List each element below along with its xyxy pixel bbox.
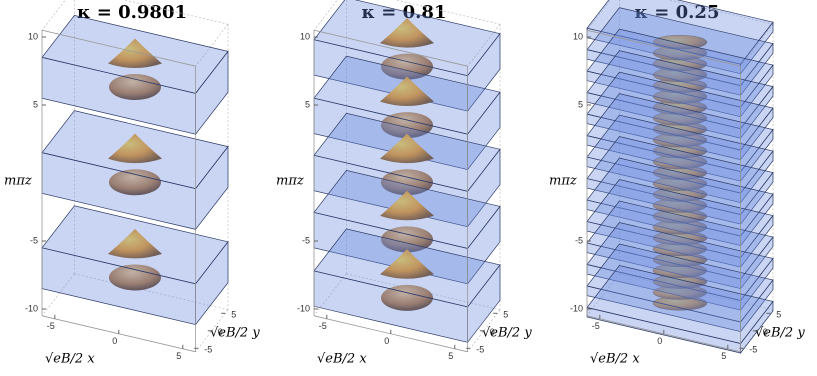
blob-upper — [380, 76, 434, 107]
y-tick-label: -5 — [204, 345, 212, 355]
blob-upper — [380, 190, 434, 221]
y-tick-label: 5 — [503, 310, 508, 320]
panel-title: κ = 0.25 — [635, 2, 720, 23]
box-edge — [41, 29, 196, 67]
z-tick-label: -10 — [25, 303, 38, 313]
blob-upper — [380, 133, 434, 164]
x-tick-label: -5 — [47, 321, 55, 331]
box-edge — [41, 273, 75, 317]
x-axis-label: √eB/2 x — [317, 352, 367, 367]
y-axis-label: √eB/2 y — [755, 326, 805, 341]
y-tick-label: -5 — [749, 345, 757, 355]
z-tick-label: -10 — [297, 303, 310, 313]
box-edge — [195, 309, 229, 353]
z-tick-label: 10 — [300, 31, 310, 41]
z-tick-label: 5 — [305, 99, 310, 109]
z-tick-label: 5 — [33, 99, 38, 109]
box-edge — [313, 273, 347, 317]
blob-upper — [108, 228, 162, 259]
x-tick-label: 0 — [112, 336, 117, 346]
box-edge — [586, 29, 741, 67]
x-tick-label: 5 — [448, 351, 453, 361]
z-tick-label: -5 — [575, 235, 583, 245]
blob-lower — [109, 169, 161, 196]
x-tick-label: 0 — [384, 336, 389, 346]
panel-title: κ = 0.81 — [362, 2, 447, 23]
blob-upper — [380, 249, 434, 279]
blob-lower — [109, 264, 161, 291]
blob-lower — [381, 169, 433, 196]
blob — [652, 34, 708, 50]
blob-lower — [381, 112, 433, 139]
box-edge — [467, 23, 501, 67]
panel-title: κ = 0.9801 — [77, 2, 187, 23]
box-edge — [313, 29, 468, 67]
z-axis-label: mπz — [276, 174, 304, 189]
blob-upper — [108, 133, 162, 164]
y-tick-label: 0 — [218, 327, 223, 337]
x-tick-label: 5 — [176, 351, 181, 361]
x-axis-label: √eB/2 x — [590, 352, 640, 367]
y-tick-label: 0 — [763, 327, 768, 337]
z-tick-label: -5 — [30, 235, 38, 245]
y-tick-label: 0 — [490, 327, 495, 337]
z-tick-label: 10 — [573, 31, 583, 41]
box-edge — [41, 0, 66, 31]
blob-lower — [381, 284, 433, 311]
x-tick-label: -5 — [592, 321, 600, 331]
blob-upper — [108, 38, 162, 68]
y-tick-label: 5 — [231, 310, 236, 320]
z-axis-label: mπz — [549, 174, 577, 189]
z-tick-label: 5 — [578, 99, 583, 109]
y-tick-label: -5 — [476, 345, 484, 355]
x-tick-label: 5 — [721, 351, 726, 361]
x-tick-label: 0 — [657, 336, 662, 346]
y-axis-label: √eB/2 y — [210, 326, 260, 341]
box-edge — [740, 309, 774, 353]
box-edge — [740, 23, 774, 67]
blob-upper — [380, 18, 434, 48]
z-tick-label: 10 — [28, 31, 38, 41]
x-axis-label: √eB/2 x — [45, 352, 95, 367]
z-tick-label: -10 — [570, 303, 583, 313]
box-edge — [586, 0, 611, 31]
box-edge — [313, 0, 338, 31]
box-edge — [195, 23, 229, 67]
y-axis-label: √eB/2 y — [482, 326, 532, 341]
y-tick-label: 5 — [776, 310, 781, 320]
z-axis-label: mπz — [4, 174, 32, 189]
box-edge — [467, 309, 501, 353]
x-tick-label: -5 — [319, 321, 327, 331]
z-tick-label: -5 — [302, 235, 310, 245]
blob-lower — [109, 74, 161, 101]
